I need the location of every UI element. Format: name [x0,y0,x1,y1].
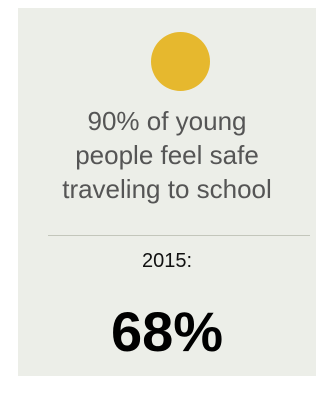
headline-line-3: traveling to school [62,174,272,204]
stat-card: 90% of young people feel safe traveling … [18,8,316,376]
divider [48,235,310,236]
headline-line-2: people feel safe [75,140,259,170]
headline-line-1: 90% of young [87,106,247,136]
stat-value: 68% [110,300,224,363]
stat-headline: 90% of young people feel safe traveling … [18,104,316,206]
yellow-circle-icon [151,32,210,91]
year-label: 2015: [141,250,193,272]
